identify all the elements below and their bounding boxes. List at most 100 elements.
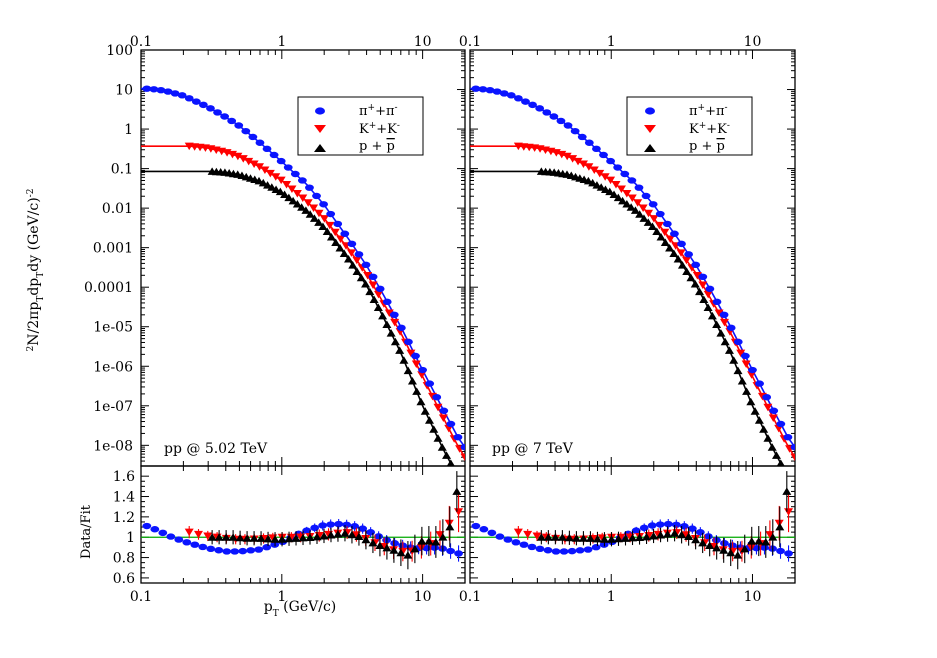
y-tick-label: 0.1	[111, 162, 133, 178]
point-pion	[248, 133, 258, 141]
ratio-tick-label: 1.4	[113, 490, 135, 506]
point-kaon	[616, 185, 626, 193]
ratio-point-proton	[564, 533, 574, 542]
point-kaon	[692, 272, 702, 280]
point-proton	[284, 193, 294, 202]
point-kaon	[233, 152, 243, 161]
point-kaon	[584, 163, 594, 171]
ratio-point-pion	[390, 540, 400, 547]
point-kaon	[276, 176, 286, 185]
point-proton	[703, 303, 713, 311]
ratio-point-proton	[557, 533, 567, 541]
ratio-point-proton	[256, 534, 266, 542]
legend-pion-sup1: +	[698, 103, 706, 113]
point-pion	[790, 443, 795, 451]
point-kaon	[654, 221, 664, 230]
point-pion	[762, 393, 772, 401]
y-tick-label: 1	[124, 122, 133, 138]
point-pion	[382, 298, 392, 306]
point-proton	[314, 218, 324, 226]
ratio-point-proton	[684, 532, 694, 540]
point-proton	[699, 295, 709, 304]
point-pion	[396, 324, 406, 332]
point-kaon	[682, 256, 692, 265]
ratio-point-proton	[768, 533, 778, 541]
ratio-point-pion	[567, 547, 577, 555]
point-pion	[535, 105, 545, 112]
ratio-point-pion	[631, 527, 641, 534]
point-kaon	[336, 235, 346, 243]
ratio-point-proton	[613, 534, 623, 543]
point-kaon	[736, 349, 746, 358]
point-kaon	[433, 403, 443, 412]
point-pion	[712, 298, 722, 306]
ratio-point-pion	[166, 533, 176, 540]
point-proton	[373, 303, 383, 311]
ratio-point-kaon	[513, 528, 523, 537]
point-kaon	[368, 281, 378, 289]
ratio-point-proton	[242, 534, 252, 542]
ratio-point-proton	[410, 544, 420, 553]
point-kaon	[255, 163, 265, 171]
point-proton	[690, 280, 700, 288]
point-pion	[361, 261, 371, 269]
ratio-point-kaon	[435, 531, 445, 539]
legend-kaon-label: K++K-	[689, 121, 730, 137]
point-proton	[433, 434, 443, 442]
ratio-point-proton	[670, 529, 680, 537]
ratio-point-proton	[235, 533, 245, 542]
point-pion	[177, 92, 187, 99]
ratio-point-pion	[583, 546, 593, 553]
point-pion	[432, 393, 442, 401]
point-proton	[390, 337, 400, 346]
point-proton	[635, 210, 645, 218]
ratio-point-kaon	[774, 519, 784, 528]
x-label-unit: (GeV/c)	[279, 599, 337, 615]
y-label-sub1: T	[36, 296, 46, 302]
ratio-point-pion	[326, 521, 336, 528]
point-pion	[156, 86, 166, 94]
point-proton	[416, 397, 426, 406]
ratio-point-proton	[571, 534, 581, 542]
ratio-point-pion	[182, 539, 192, 546]
legend-proton-base: p +	[689, 139, 716, 154]
point-proton	[297, 203, 307, 211]
point-pion	[542, 109, 552, 116]
ratio-point-pion	[246, 547, 256, 554]
point-pion	[389, 311, 399, 319]
point-kaon	[595, 169, 605, 178]
ratio-point-proton	[347, 530, 357, 539]
legend-proton-label: p + p	[359, 139, 395, 154]
ratio-point-proton	[592, 534, 602, 543]
ratio-point-proton	[606, 535, 616, 543]
ratio-point-proton	[754, 537, 764, 545]
legend-proton-marker	[314, 144, 326, 152]
ratio-point-kaon	[203, 532, 213, 540]
legend-kaon-sup1: +	[699, 121, 707, 131]
point-pion	[319, 201, 328, 208]
point-pion	[446, 420, 456, 428]
fit-curve-proton	[470, 170, 784, 466]
point-pion	[726, 324, 736, 332]
point-pion	[485, 86, 495, 94]
ratio-point-pion	[591, 544, 601, 551]
ratio-point-proton	[761, 537, 771, 546]
point-pion	[354, 251, 364, 258]
point-proton	[776, 459, 785, 466]
ratio-point-pion	[142, 522, 152, 530]
ratio-point-proton	[691, 535, 701, 544]
x-label-sub: T	[273, 609, 279, 619]
y-tick-label: 0.0001	[84, 280, 133, 296]
point-proton	[365, 287, 375, 296]
ratio-point-pion	[551, 548, 561, 555]
x-tick-label-bottom: 10	[414, 589, 432, 605]
y-label-sup2: 2	[26, 346, 36, 352]
legend-kaon-base: K	[359, 122, 369, 137]
point-kaon	[638, 204, 648, 213]
ratio-point-pion	[695, 529, 705, 536]
point-kaon	[411, 360, 421, 368]
ratio-point-pion	[374, 533, 384, 540]
point-pion	[592, 145, 601, 153]
ratio-point-pion	[495, 533, 505, 540]
ratio-point-proton	[375, 541, 385, 549]
